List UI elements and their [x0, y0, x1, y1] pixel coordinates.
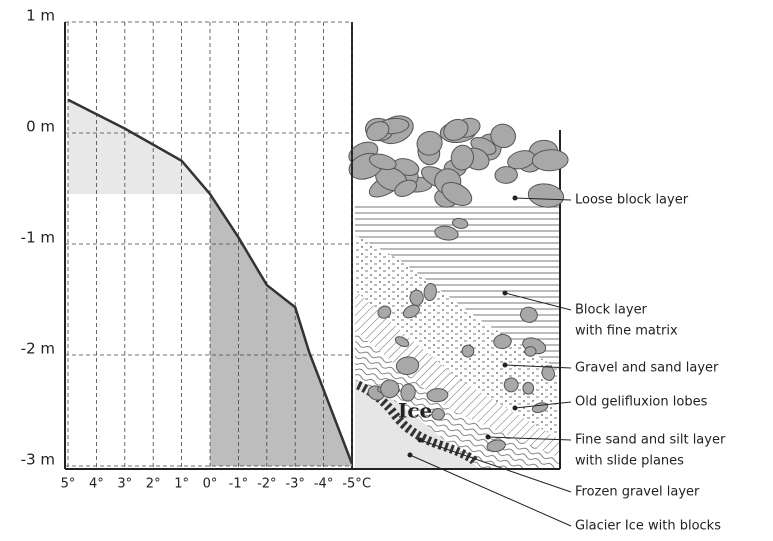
y-tick-label: -1 m	[21, 229, 55, 247]
stone	[523, 382, 534, 394]
legend-label: Gravel and sand layer	[575, 361, 719, 376]
arrow-head	[486, 435, 491, 440]
y-tick-label: 0 m	[26, 118, 55, 136]
x-tick-label: -1°	[229, 477, 248, 492]
figure: Ice C 1 m0 m-1 m-2 m-3 m5°4°3°2°1°0°-1°-…	[0, 0, 773, 541]
x-tick-label: 5°	[61, 477, 76, 492]
y-tick-label: -3 m	[21, 451, 55, 469]
legend-label: Block layer	[575, 303, 648, 318]
legend-label: with slide planes	[575, 454, 684, 469]
x-tick-label: -5°	[342, 477, 361, 492]
x-tick-label: 3°	[117, 477, 132, 492]
arrow-head	[408, 453, 413, 458]
stone	[525, 347, 536, 357]
legend-label: with fine matrix	[575, 324, 678, 339]
x-tick-label: 4°	[89, 477, 104, 492]
arrow-head	[503, 291, 508, 296]
x-tick-label: 0°	[203, 477, 218, 492]
x-tick-label: -3°	[285, 477, 304, 492]
x-tick-label: -4°	[314, 477, 333, 492]
stone	[431, 408, 444, 420]
warm-zone	[68, 100, 210, 194]
arrow-head	[418, 438, 423, 443]
x-tick-label: 2°	[146, 477, 161, 492]
frozen-zone	[210, 194, 352, 466]
ice-label: Ice	[398, 399, 432, 423]
y-tick-label: -2 m	[21, 340, 55, 358]
legend-label: Loose block layer	[575, 193, 689, 208]
legend-label: Fine sand and silt layer	[575, 433, 726, 448]
legend-label: Old gelifluxion lobes	[575, 395, 708, 410]
arrow-head	[513, 196, 518, 201]
stone	[410, 290, 423, 305]
legend-label: Frozen gravel layer	[575, 485, 700, 500]
x-tick-label: 1°	[174, 477, 189, 492]
arrow-head	[503, 363, 508, 368]
cross-section	[345, 111, 568, 469]
legend-label: Glacier Ice with blocks	[575, 519, 721, 534]
arrow-head	[513, 406, 518, 411]
x-axis-label: C	[362, 477, 371, 492]
x-tick-label: -2°	[257, 477, 276, 492]
y-tick-label: 1 m	[26, 7, 55, 25]
